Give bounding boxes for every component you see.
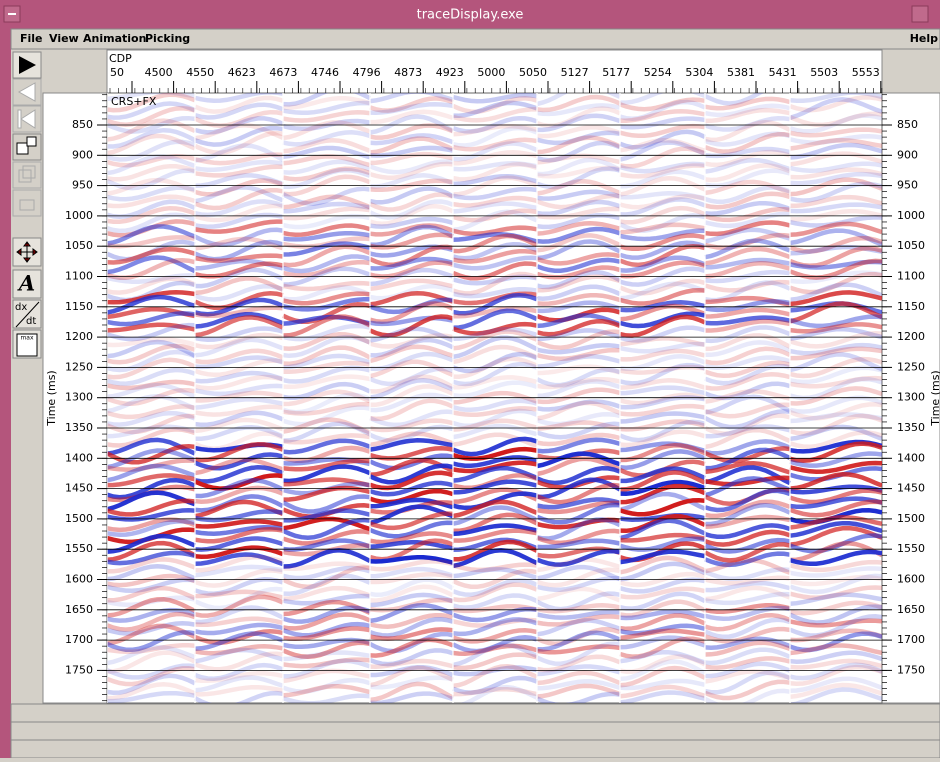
y-tick-label-right: 1450 (897, 482, 925, 495)
y-tick-label-right: 1250 (897, 360, 925, 373)
y-tick-label: 1050 (65, 239, 93, 252)
x-tick-label: 4796 (353, 66, 381, 79)
status-bar (11, 740, 940, 758)
y-tick-label-right: 1400 (897, 451, 925, 464)
y-tick-label-right: 1350 (897, 421, 925, 434)
minimize-button[interactable] (912, 6, 928, 22)
y-tick-label-right: 1550 (897, 542, 925, 555)
y-tick-label-right: 1200 (897, 330, 925, 343)
y-tick-label-right: 1500 (897, 512, 925, 525)
y-tick-label: 1450 (65, 482, 93, 495)
print-button[interactable] (13, 190, 41, 216)
rewind-bar (18, 110, 21, 128)
app-window: traceDisplay.exe File View Animation Pic… (0, 0, 940, 758)
y-tick-label-right: 1000 (897, 209, 925, 222)
y-tick-label: 900 (72, 148, 93, 161)
menu-item[interactable]: File (20, 32, 43, 45)
y-tick-label-right: 1650 (897, 603, 925, 616)
y-tick-label-right: 1150 (897, 300, 925, 313)
annotation: CRS+FX (111, 95, 157, 108)
y-tick-label: 1200 (65, 330, 93, 343)
y-tick-label: 1000 (65, 209, 93, 222)
x-tick-label: 4873 (394, 66, 422, 79)
y-tick-label: 1550 (65, 542, 93, 555)
x-tick-label: 5050 (519, 66, 547, 79)
y-tick-label-right: 900 (897, 148, 918, 161)
derivative-icon: dx (15, 302, 27, 313)
window-icon (27, 137, 36, 146)
font-icon: A (17, 271, 35, 296)
y-tick-label-right: 1700 (897, 633, 925, 646)
menu-item[interactable]: Help (910, 32, 938, 45)
x-tick-label: 4550 (186, 66, 214, 79)
y-tick-label: 1150 (65, 300, 93, 313)
menu-item[interactable]: View (49, 32, 79, 45)
y-tick-label: 1250 (65, 360, 93, 373)
y-tick-label-right: 1050 (897, 239, 925, 252)
x-tick-label: 5304 (685, 66, 713, 79)
x-tick-label: 50 (110, 66, 124, 79)
status-bar (11, 704, 940, 722)
window-title: traceDisplay.exe (417, 8, 524, 23)
y-tick-label: 1650 (65, 603, 93, 616)
x-tick-label: 4623 (228, 66, 256, 79)
x-tick-label: 4746 (311, 66, 339, 79)
menu-item[interactable]: Picking (145, 32, 190, 45)
y-tick-label: 1300 (65, 391, 93, 404)
y-tick-label: 1750 (65, 663, 93, 676)
x-tick-label: 5127 (561, 66, 589, 79)
status-bar (11, 722, 940, 740)
x-tick-label: 5177 (602, 66, 630, 79)
window-border (0, 29, 11, 758)
x-tick-label: 5503 (810, 66, 838, 79)
x-tick-label: 5431 (769, 66, 797, 79)
y-tick-label-right: 1300 (897, 391, 925, 404)
y-tick-label: 1350 (65, 421, 93, 434)
x-tick-label: 5254 (644, 66, 672, 79)
derivative-icon: dt (26, 316, 36, 327)
y-tick-label: 950 (72, 179, 93, 192)
y-tick-label-right: 1750 (897, 663, 925, 676)
y-tick-label: 1700 (65, 633, 93, 646)
y-tick-label: 1600 (65, 573, 93, 586)
menu-item[interactable]: Animation (83, 32, 146, 45)
toolbar: A dx dt max (13, 52, 41, 358)
y-axis-title-right: Time (ms) (929, 370, 940, 426)
y-tick-label: 1400 (65, 451, 93, 464)
y-tick-label: 1100 (65, 270, 93, 283)
x-tick-label: 4923 (436, 66, 464, 79)
x-tick-label: 5000 (477, 66, 505, 79)
y-axis-title: Time (ms) (45, 370, 58, 426)
window-icon (17, 143, 28, 154)
x-tick-label: 4500 (145, 66, 173, 79)
y-tick-label-right: 850 (897, 118, 918, 131)
y-tick-label-right: 950 (897, 179, 918, 192)
y-tick-label-right: 1600 (897, 573, 925, 586)
x-tick-label: 5381 (727, 66, 755, 79)
max-icon-label: max (20, 335, 34, 342)
x-tick-label: 5553 (852, 66, 880, 79)
y-tick-label: 1500 (65, 512, 93, 525)
x-tick-label: 4673 (269, 66, 297, 79)
x-axis-title: CDP (109, 52, 132, 65)
y-tick-label-right: 1100 (897, 270, 925, 283)
y-tick-label: 850 (72, 118, 93, 131)
